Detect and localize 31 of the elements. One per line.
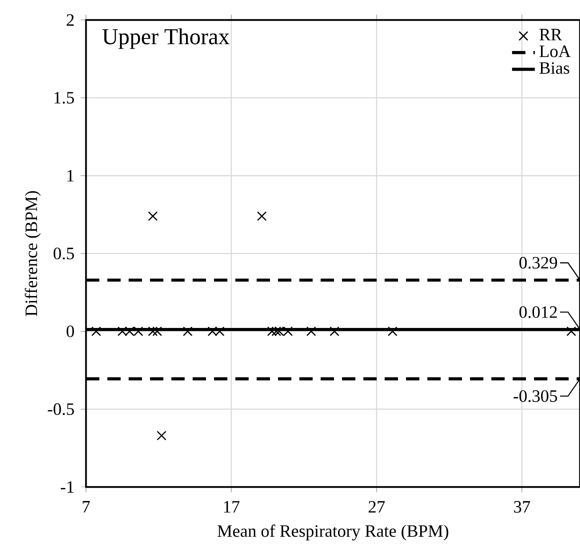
point [566,326,576,336]
annotation: -0.305 [514,390,558,402]
point [306,326,316,336]
y-axis-title: Difference (BPM) [24,191,41,316]
y-tick-label: 0.5 [54,248,74,260]
x-axis-title: Mean of Respiratory Rate (BPM) [217,524,448,540]
chart-title: Upper Thorax [102,28,230,49]
legend-label: LoA [540,46,571,58]
y-tick-label: -1 [60,481,74,493]
x-tick-label: 7 [82,501,90,512]
point [148,211,158,221]
x-tick-label: 17 [224,501,240,512]
point [91,326,102,336]
x-tick-label: 37 [514,501,530,513]
annotation: 0.329 [519,256,558,269]
legend-label: RR [540,28,562,40]
y-tick-label: 2 [66,14,74,26]
point [152,326,162,336]
point [388,326,398,336]
point [156,430,166,440]
y-tick-label: 0 [66,325,74,338]
y-tick-label: 1.5 [54,92,74,104]
annotation: 0.012 [519,306,557,318]
point [182,326,193,336]
point [148,326,158,336]
point [256,211,267,221]
point [330,326,340,336]
x-tick-label: 27 [368,501,385,513]
y-tick-label: 1 [67,170,74,182]
legend-label: Bias [540,62,570,74]
y-tick-label: -0.5 [48,403,74,416]
